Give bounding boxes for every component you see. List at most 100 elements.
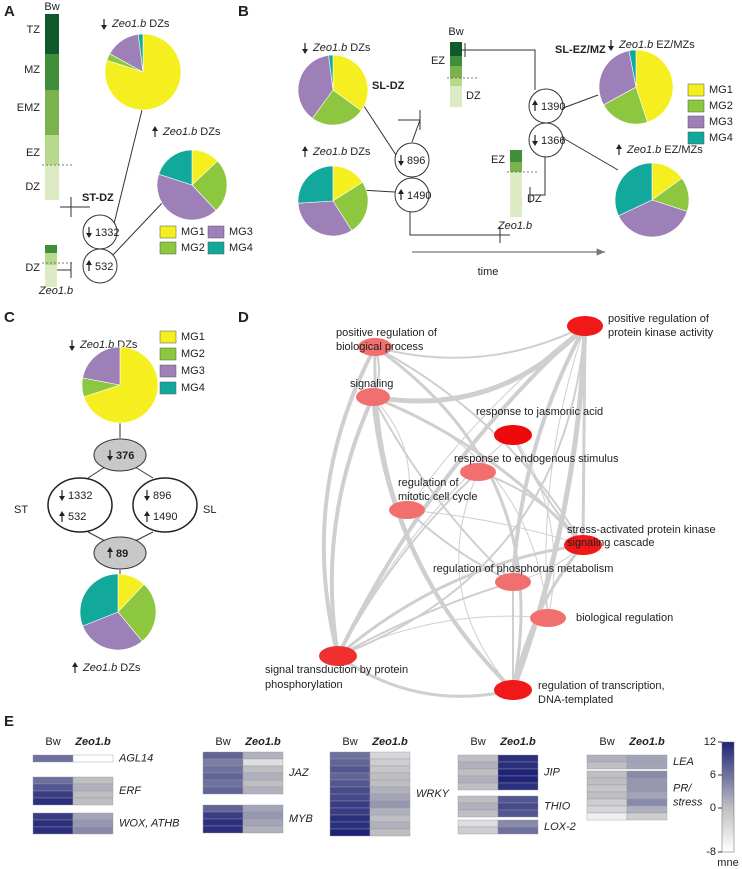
colorbar-step [722, 790, 734, 793]
colorbar-step [722, 838, 734, 841]
column-header: Zeo1.b [371, 736, 408, 748]
network-edge [337, 581, 514, 657]
heatmap-cell [586, 791, 628, 800]
pie-slice [312, 89, 362, 126]
colorbar-step [722, 822, 734, 825]
count-label: 89 [116, 548, 128, 560]
heatmap-cell [32, 826, 74, 835]
legend-label: MG3 [709, 116, 733, 128]
heatmap-cell [329, 779, 371, 788]
colorbar-step [722, 754, 734, 757]
pie-slice [191, 160, 228, 211]
pie-slice [137, 33, 144, 73]
column-header: Bw [342, 736, 357, 748]
root-zone [45, 14, 59, 54]
legend-swatch [159, 241, 177, 255]
heatmap-cell [369, 793, 411, 802]
heatmap-cell [457, 809, 499, 818]
colorbar-frame [721, 741, 735, 853]
root-zone [450, 56, 462, 66]
heatmap-cell [369, 758, 411, 767]
heatmap-cell [626, 754, 668, 763]
colorbar-step [722, 846, 734, 849]
pie-slice [332, 181, 369, 231]
panel-label: B [238, 3, 249, 20]
heatmap-cell [329, 821, 371, 830]
colorbar-tick-label: -8 [706, 846, 716, 858]
colorbar-step [722, 768, 734, 771]
pie-slice [83, 346, 159, 424]
heatmap-cell [586, 770, 628, 779]
heatmap-cell [457, 795, 499, 804]
arrow-head [72, 662, 78, 667]
network-node [319, 646, 357, 666]
legend-label: MG2 [181, 348, 205, 360]
node-label: response to endogenous stimulus [454, 453, 619, 465]
heatmap-cell [497, 761, 539, 770]
heatmap-cell [497, 802, 539, 811]
heatmap-cell [497, 809, 539, 818]
network-edge [406, 509, 514, 583]
arrow-head [616, 144, 622, 149]
gene-label: THIO [544, 800, 571, 812]
gene-label: AGL14 [118, 752, 153, 764]
heatmap-cell [329, 814, 371, 823]
direction-arrow [398, 155, 404, 166]
colorbar-step [722, 848, 734, 851]
root-zone [510, 172, 522, 217]
arrow-head [101, 25, 107, 30]
heatmap-cell [586, 754, 628, 763]
gene-label: LOX-2 [544, 821, 576, 833]
zone-label: DZ [466, 90, 481, 102]
column-header: Bw [470, 736, 485, 748]
network-node [460, 463, 496, 481]
network-edge [372, 396, 410, 511]
heatmap-cell [457, 754, 499, 763]
colorbar-step [722, 842, 734, 845]
colorbar-step [722, 808, 734, 811]
axis-label: time [478, 266, 499, 278]
arrow-head [107, 456, 113, 461]
heatmap-cell [202, 818, 244, 827]
colorbar-step [722, 814, 734, 817]
gene-label: MYB [289, 813, 313, 825]
arrow-head [69, 346, 75, 351]
heatmap-cell [242, 811, 284, 820]
set-node [47, 477, 113, 533]
column-header: Zeo1.b [74, 736, 111, 748]
heatmap-cell [457, 782, 499, 791]
count-label: 896 [153, 490, 171, 502]
network-edge [458, 471, 514, 691]
legend-label: MG1 [709, 84, 733, 96]
heatmap-cell [202, 758, 244, 767]
heatmap-cell [72, 812, 114, 821]
set-name: ST [14, 504, 28, 516]
pie-slice [79, 573, 119, 627]
heatmap-cell [202, 804, 244, 813]
heatmap-cell [242, 772, 284, 781]
heatmap-cell [586, 812, 628, 821]
direction-arrow [107, 450, 113, 461]
colorbar-step [722, 810, 734, 813]
pie-title: Zeo1.b EZ/MZs [618, 39, 695, 51]
heatmap-cell [329, 807, 371, 816]
root-zone [510, 150, 522, 162]
pie-slice [82, 346, 121, 386]
legend-swatch [687, 131, 705, 145]
root-zone [450, 42, 462, 56]
network-edge [321, 346, 377, 657]
heatmap-cell [626, 791, 668, 800]
colorbar-step [722, 844, 734, 847]
colorbar-step [722, 804, 734, 807]
direction-arrow [608, 40, 614, 51]
panel-label: C [4, 309, 15, 326]
colorbar-step [722, 800, 734, 803]
pie-slice [598, 50, 637, 106]
heatmap-cell [329, 751, 371, 760]
heatmap-cell [242, 779, 284, 788]
root-zone [450, 86, 462, 107]
tissue: DZs [149, 18, 170, 30]
network-node [358, 338, 392, 356]
direction-arrow [69, 340, 75, 351]
colorbar-step [722, 758, 734, 761]
